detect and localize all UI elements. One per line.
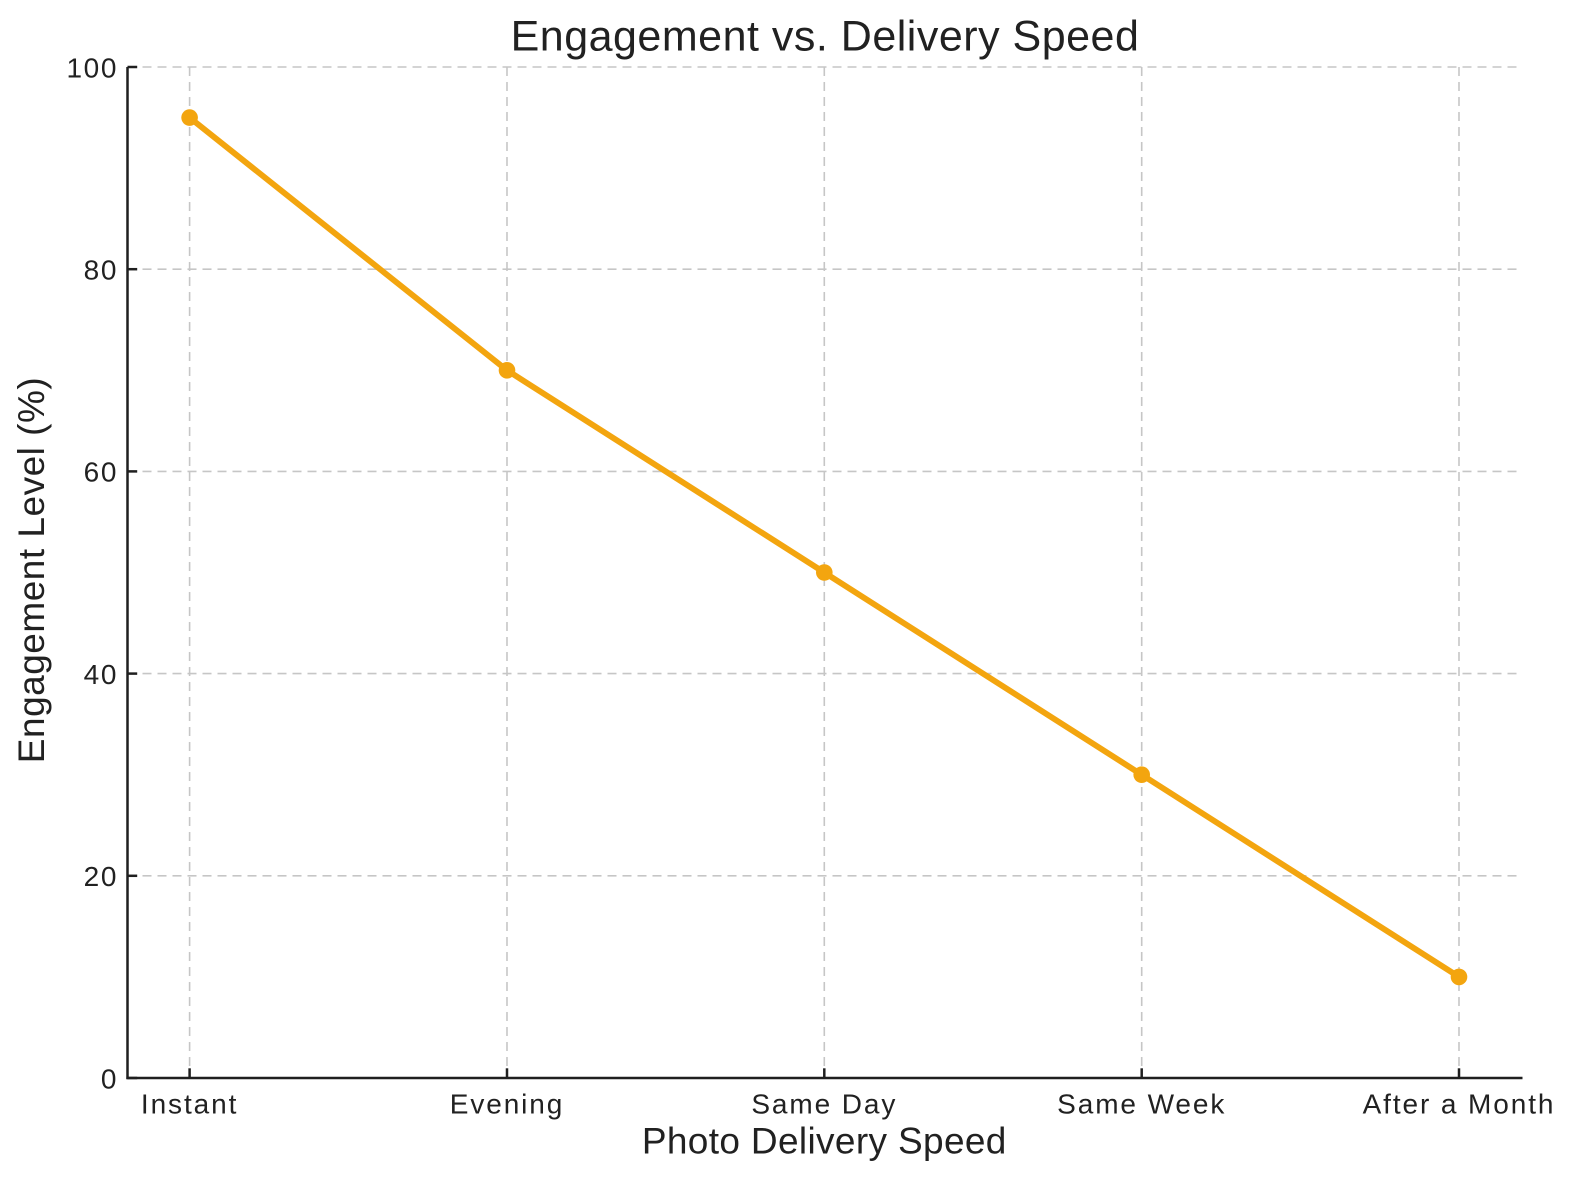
svg-text:Photo Delivery Speed: Photo Delivery Speed [642, 1120, 1007, 1161]
svg-text:Same Day: Same Day [751, 1088, 897, 1119]
svg-text:After a Month: After a Month [1363, 1088, 1556, 1119]
svg-text:Instant: Instant [141, 1088, 238, 1119]
svg-text:80: 80 [84, 255, 118, 286]
svg-text:20: 20 [84, 861, 118, 892]
svg-text:60: 60 [84, 457, 118, 488]
svg-text:100: 100 [66, 52, 118, 83]
svg-text:40: 40 [84, 659, 118, 690]
svg-text:0: 0 [101, 1063, 118, 1094]
svg-text:Engagement vs. Delivery Speed: Engagement vs. Delivery Speed [511, 13, 1140, 61]
svg-text:Evening: Evening [450, 1088, 565, 1119]
svg-text:Same Week: Same Week [1057, 1088, 1226, 1119]
svg-text:Engagement Level (%): Engagement Level (%) [11, 377, 52, 763]
